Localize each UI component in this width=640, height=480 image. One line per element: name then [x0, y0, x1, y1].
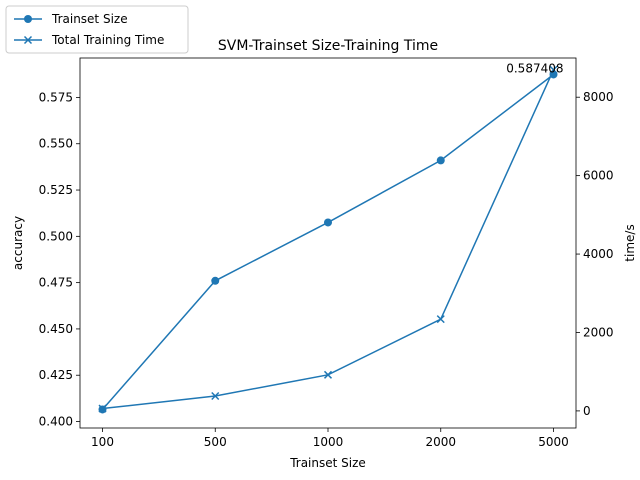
left-tick-label: 0.550 — [39, 137, 73, 151]
right-tick-label: 2000 — [583, 325, 614, 339]
data-point-x — [211, 391, 220, 401]
x-tick-label: 1000 — [313, 435, 344, 449]
left-tick-label: 0.450 — [39, 322, 73, 336]
x-tick-label: 100 — [91, 435, 114, 449]
data-point-x — [436, 315, 445, 324]
legend-frame — [5, 5, 189, 54]
data-point — [436, 156, 445, 165]
left-tick-label: 0.575 — [39, 90, 73, 104]
annotation-label: 0.587408 — [506, 61, 563, 75]
x-axis-ticks: 100 500 1000 2000 5000 — [91, 428, 569, 449]
data-point — [211, 276, 220, 285]
left-tick-label: 0.425 — [39, 368, 73, 382]
legend-marker-circle — [24, 15, 32, 23]
right-axis-ticks: 0 2000 4000 6000 8000 — [576, 90, 614, 418]
right-tick-label: 4000 — [583, 247, 614, 261]
x-tick-label: 500 — [204, 435, 227, 449]
right-tick-label: 6000 — [583, 169, 614, 183]
data-point-x — [98, 404, 107, 413]
left-tick-label: 0.475 — [39, 276, 73, 290]
data-point — [324, 218, 332, 227]
chart-title: SVM-Trainset Size-Training Time — [218, 38, 438, 54]
legend-label-total-training-time: Total Training Time — [51, 33, 164, 47]
right-tick-label: 0 — [583, 404, 591, 418]
data-point-x — [549, 65, 558, 74]
left-axis-label: accuracy — [11, 216, 25, 270]
x-axis-label: Trainset Size — [289, 456, 366, 470]
left-tick-label: 0.400 — [39, 415, 73, 429]
series-layer — [98, 65, 558, 414]
legend: Trainset Size Total Training Time — [5, 5, 189, 54]
legend-marker-x — [23, 35, 33, 45]
data-point-x — [323, 370, 333, 379]
left-tick-label: 0.500 — [39, 229, 73, 243]
x-tick-label: 5000 — [538, 435, 569, 449]
left-axis-ticks: 0.400 0.425 0.450 0.475 0.500 0.525 0.550 0.575 — [39, 90, 80, 429]
x-tick-label: 2000 — [425, 435, 456, 449]
right-tick-label: 8000 — [583, 90, 614, 104]
right-axis-label: time/s — [623, 224, 637, 261]
left-tick-label: 0.525 — [39, 183, 73, 197]
legend-label-trainset-size: Trainset Size — [51, 12, 128, 26]
